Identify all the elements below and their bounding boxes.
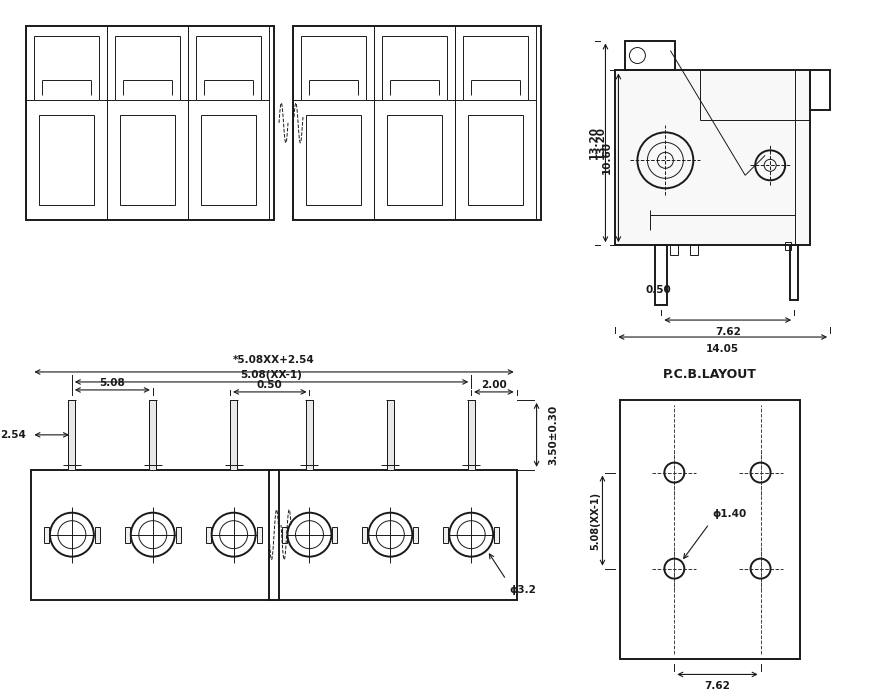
- Text: 10.60: 10.60: [600, 141, 611, 174]
- Bar: [256, 526, 262, 542]
- Bar: [120, 116, 175, 205]
- Text: 5.08: 5.08: [99, 378, 125, 388]
- Text: P.C.B.LAYOUT: P.C.B.LAYOUT: [662, 368, 756, 382]
- Text: 2.54: 2.54: [1, 430, 26, 440]
- Bar: [462, 36, 527, 100]
- Text: 5.08(XX-1): 5.08(XX-1): [241, 370, 302, 380]
- Bar: [205, 526, 210, 542]
- Bar: [494, 526, 499, 542]
- Bar: [809, 71, 829, 111]
- Text: 13.20: 13.20: [587, 127, 598, 160]
- Bar: [625, 41, 674, 71]
- Bar: [784, 242, 790, 250]
- Text: 5.08(XX-1): 5.08(XX-1): [590, 491, 600, 550]
- Text: 3.50±0.30: 3.50±0.30: [548, 405, 558, 465]
- Bar: [31, 470, 279, 600]
- Bar: [670, 245, 678, 255]
- Text: ϕ1.40: ϕ1.40: [712, 509, 746, 519]
- Bar: [468, 400, 474, 470]
- Bar: [116, 36, 180, 100]
- Text: 7.62: 7.62: [704, 681, 730, 692]
- Bar: [39, 116, 94, 205]
- Bar: [362, 526, 367, 542]
- Bar: [149, 400, 156, 470]
- Bar: [332, 526, 337, 542]
- Bar: [789, 245, 797, 300]
- Bar: [196, 36, 261, 100]
- Bar: [35, 36, 99, 100]
- Bar: [95, 526, 100, 542]
- Bar: [442, 526, 448, 542]
- Text: 0.50: 0.50: [256, 380, 282, 390]
- Text: 0.50: 0.50: [645, 285, 670, 295]
- Bar: [230, 400, 237, 470]
- Bar: [654, 245, 667, 305]
- Text: 7.62: 7.62: [714, 327, 740, 337]
- Text: 13.20: 13.20: [594, 127, 605, 160]
- Bar: [69, 400, 76, 470]
- Bar: [201, 116, 255, 205]
- Bar: [301, 36, 366, 100]
- Bar: [44, 526, 49, 542]
- Bar: [689, 245, 698, 255]
- Bar: [387, 400, 394, 470]
- Bar: [124, 526, 129, 542]
- Bar: [306, 400, 313, 470]
- Bar: [381, 36, 446, 100]
- Text: 2.00: 2.00: [481, 380, 507, 390]
- Bar: [282, 526, 286, 542]
- Bar: [413, 526, 418, 542]
- Bar: [269, 470, 516, 600]
- Bar: [620, 400, 799, 659]
- Bar: [468, 116, 522, 205]
- Bar: [387, 116, 441, 205]
- Bar: [293, 26, 540, 221]
- Bar: [614, 71, 809, 245]
- Text: *5.08XX+2.54: *5.08XX+2.54: [233, 355, 315, 365]
- Bar: [306, 116, 361, 205]
- Bar: [176, 526, 181, 542]
- Bar: [26, 26, 274, 221]
- Text: 14.05: 14.05: [706, 344, 739, 354]
- Text: ϕ3.2: ϕ3.2: [508, 584, 535, 594]
